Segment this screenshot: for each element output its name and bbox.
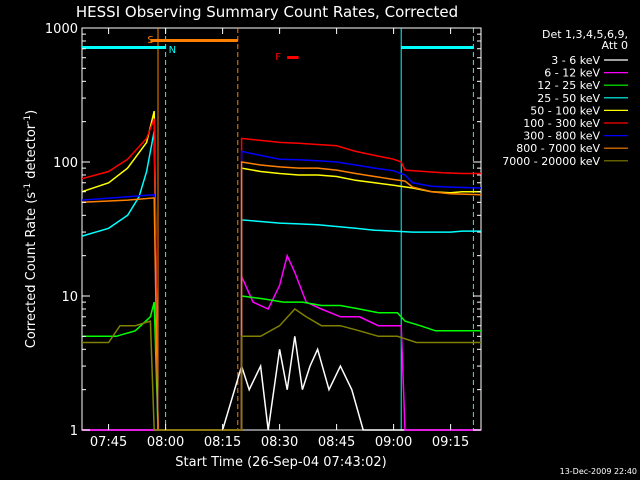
series-800-7000-kev [81,161,482,431]
series-100-300-kev [81,118,481,431]
x-tick-label-0900: 09:00 [375,435,412,450]
legend-label-50-100-kev: 50 - 100 keV [530,104,600,117]
series-6-12-kev [82,253,481,431]
legend-label-25-50-kev: 25 - 50 keV [537,92,600,105]
legend-label-7000-20000-kev: 7000 - 20000 keV [502,155,600,168]
plot-frame [81,27,482,431]
y-tick-label-10: 10 [61,290,78,305]
flag-s-bar [150,39,238,42]
x-tick-label-0815: 08:15 [204,435,241,450]
x-tick-label-0915: 09:15 [432,435,469,450]
series-layer [81,110,482,431]
series-3-6-kev [82,336,481,431]
legend-label-12-25-kev: 12 - 25 keV [537,79,600,92]
x-tick-label-0830: 08:30 [261,435,298,450]
legend-label-800-7000-kev: 800 - 7000 keV [516,142,600,155]
series-300-800-kev [81,150,482,431]
legend-label-100-300-kev: 100 - 300 keV [523,117,600,130]
cyan-bar-right [401,46,474,49]
x-axis-label: Start Time (26-Sep-04 07:43:02) [175,455,386,470]
axes: 07:45 08:00 08:15 08:30 08:45 09:00 09:15 1 10 10… [45,22,481,450]
series-25-50-kev [81,130,481,431]
y-tick-label-100: 100 [53,156,78,171]
legend-header-line1: Det 1,3,4,5,6,9, [542,28,628,41]
flag-f-bar [287,56,299,59]
chart-title: HESSI Observing Summary Count Rates, Cor… [76,3,458,21]
legend-label-300-800-kev: 300 - 800 keV [523,130,600,143]
flag-f-label: F [275,52,281,63]
series-7000-20000-kev [82,308,481,431]
y-tick-label-1000: 1000 [45,22,78,37]
y-axis-label: Corrected Count Rate (s-1 detector-1) [23,110,39,348]
legend-label-6-12-kev: 6 - 12 keV [544,67,600,80]
legend-header-line2: Att 0 [602,39,628,52]
annotations: N S F [82,28,474,430]
y-tick-label-1: 1 [70,424,78,439]
x-tick-label-0845: 08:45 [318,435,355,450]
flag-n-bar [82,46,166,49]
series-12-25-kev [82,295,481,431]
flag-n-label: N [169,45,176,56]
x-tick-label-0800: 08:00 [147,435,184,450]
legend-label-3-6-kev: 3 - 6 keV [551,54,600,67]
flag-s-label: S [147,35,153,46]
x-tick-label-0745: 07:45 [90,435,127,450]
timestamp: 13-Dec-2009 22:40 [560,467,637,476]
